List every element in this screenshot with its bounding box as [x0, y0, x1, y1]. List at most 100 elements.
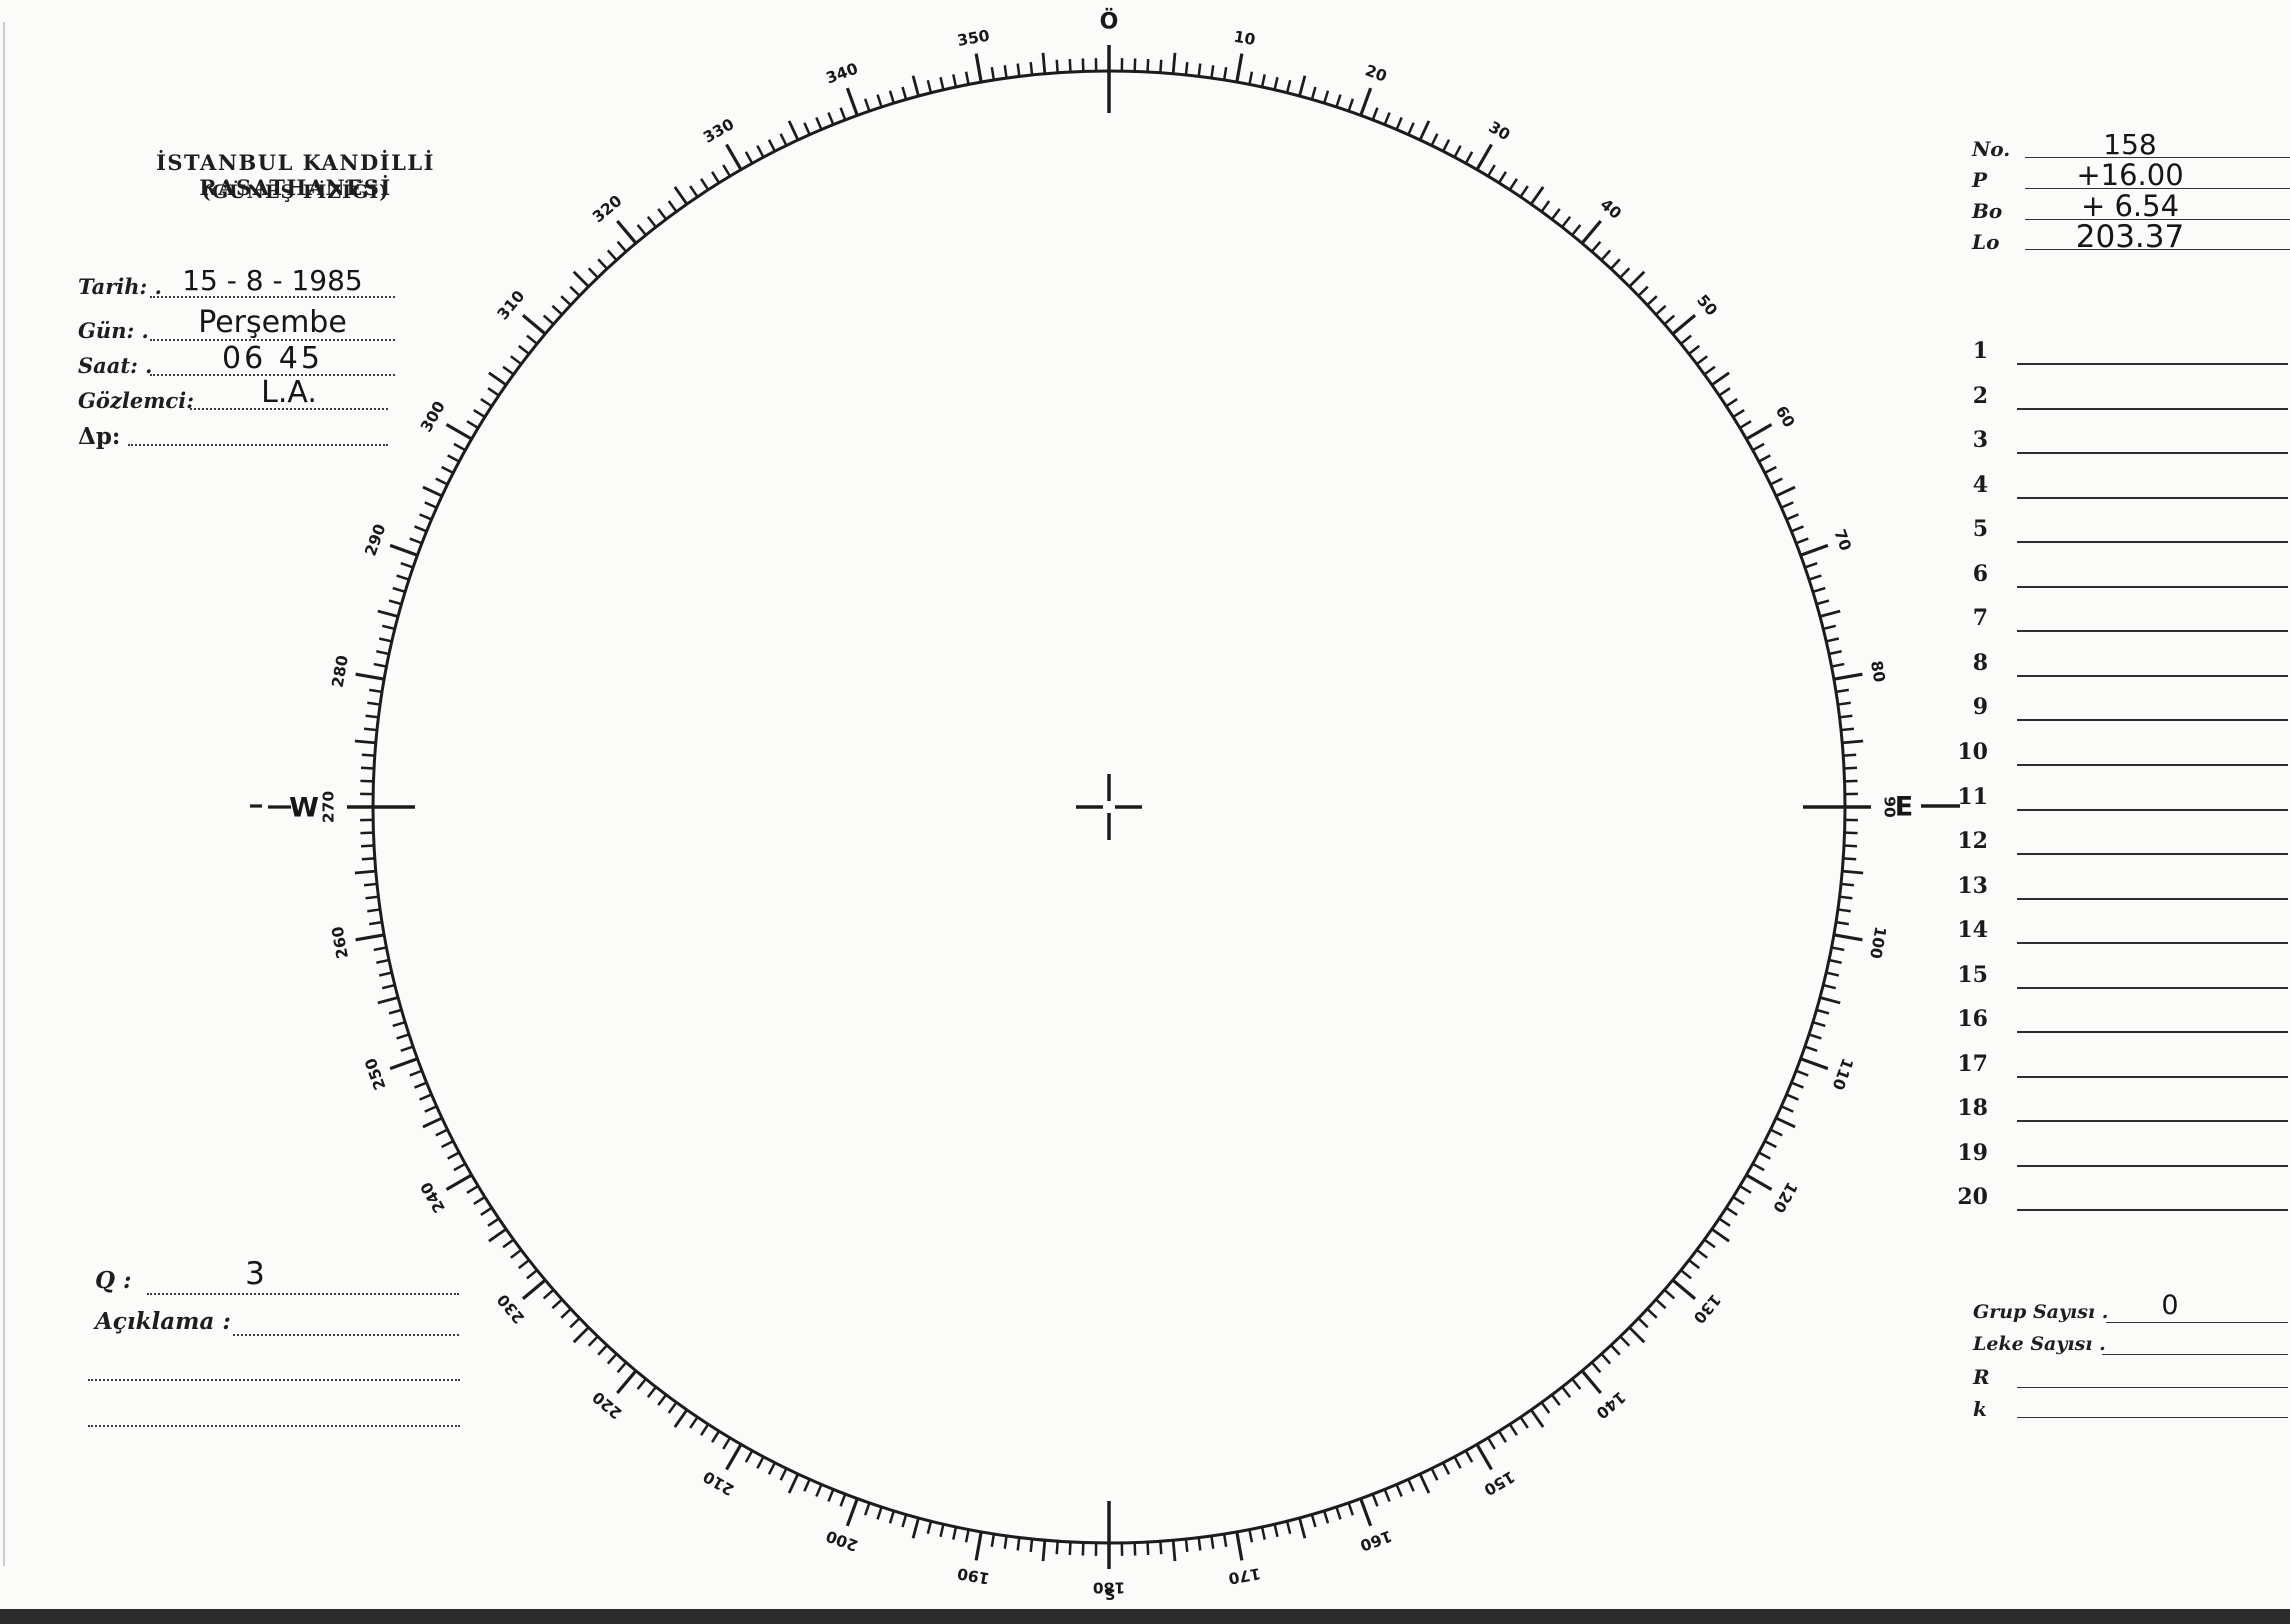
degree-tick-248: [414, 1081, 428, 1089]
degree-tick-307: [510, 355, 522, 366]
degree-tick-31: [1486, 164, 1496, 177]
degree-tick-171: [1222, 1533, 1228, 1547]
degree-label-260: 260: [329, 925, 352, 960]
degree-tick-155: [1418, 1473, 1431, 1494]
degree-tick-338: [827, 112, 835, 126]
degree-label-90: 90: [1881, 796, 1899, 818]
lo-label: Lo: [1972, 230, 2000, 254]
degree-tick-285: [377, 609, 399, 618]
degree-tick-10: [1235, 53, 1244, 83]
degree-tick-340: [845, 87, 859, 116]
gozlemci-value: L.A.: [261, 375, 317, 410]
degree-tick-131: [1663, 1288, 1676, 1300]
observatory-subtitle: (GÜNEŞ FİZİĞİ): [201, 181, 390, 203]
degree-tick-224: [587, 1335, 599, 1347]
degree-tick-107: [1812, 1020, 1826, 1028]
degree-tick-345: [911, 75, 920, 97]
degree-tick-146: [1519, 1416, 1529, 1429]
degree-tick-60: [1745, 423, 1773, 441]
degree-tick-281: [373, 662, 387, 668]
degree-tick-303: [480, 398, 493, 408]
degree-tick-202: [827, 1488, 835, 1502]
degree-tick-211: [722, 1437, 732, 1450]
r-label: R: [1973, 1365, 1990, 1389]
degree-tick-79: [1831, 662, 1845, 668]
degree-tick-355: [1041, 52, 1047, 74]
degree-tick-208: [756, 1456, 765, 1469]
degree-tick-188: [1003, 1535, 1008, 1549]
degree-tick-58: [1732, 409, 1745, 419]
south-label: S: [1105, 1585, 1116, 1603]
degree-tick-157: [1395, 1484, 1403, 1497]
degree-tick-218: [646, 1386, 657, 1398]
gun-rule: [150, 339, 395, 341]
degree-tick-101: [1831, 946, 1845, 952]
degree-tick-320: [616, 219, 638, 245]
degree-tick-288: [396, 574, 410, 581]
degree-tick-19: [1347, 98, 1355, 112]
degree-tick-139: [1590, 1361, 1602, 1374]
degree-tick-22: [1383, 112, 1391, 126]
degree-tick-201: [839, 1493, 847, 1507]
degree-tick-329: [722, 164, 732, 177]
degree-tick-237: [480, 1206, 493, 1216]
degree-tick-172: [1210, 1535, 1215, 1549]
degree-tick-231: [526, 1269, 538, 1280]
degree-tick-342: [876, 94, 883, 108]
aciklama-rule-2: [88, 1379, 460, 1381]
degree-tick-196: [901, 1514, 908, 1528]
degree-tick-118: [1758, 1151, 1771, 1160]
degree-tick-300: [445, 423, 473, 441]
degree-tick-130: [1671, 1278, 1697, 1300]
degree-tick-273: [360, 766, 375, 770]
degree-tick-72: [1808, 574, 1822, 581]
degree-tick-310: [521, 314, 547, 336]
degree-tick-93: [1843, 844, 1858, 848]
degree-label-280: 280: [329, 654, 352, 689]
degree-tick-110: [1800, 1057, 1829, 1071]
degree-tick-45: [1628, 270, 1646, 288]
degree-tick-279: [369, 688, 383, 694]
no-label: No.: [1972, 137, 2011, 161]
degree-tick-114: [1780, 1105, 1794, 1113]
q-rule: [147, 1293, 459, 1295]
degree-tick-106: [1816, 1008, 1830, 1015]
degree-tick-61: [1752, 442, 1765, 452]
bo-label: Bo: [1972, 199, 2003, 223]
degree-tick-113: [1786, 1093, 1799, 1101]
degree-tick-170: [1235, 1531, 1244, 1561]
bo-value: + 6.54: [2080, 189, 2180, 223]
degree-tick-147: [1508, 1423, 1518, 1436]
degree-tick-100: [1833, 933, 1863, 942]
degree-tick-151: [1464, 1450, 1474, 1463]
degree-tick-297: [441, 465, 454, 474]
degree-label-300: 300: [417, 398, 449, 435]
degree-tick-175: [1171, 1540, 1177, 1562]
degree-tick-18: [1335, 94, 1342, 108]
degree-tick-267: [360, 844, 375, 848]
degree-label-350: 350: [956, 27, 991, 50]
degree-tick-14: [1285, 79, 1292, 94]
degree-tick-241: [453, 1162, 466, 1172]
gozlemci-label: Gözlemci:: [78, 388, 194, 413]
degree-tick-123: [1725, 1206, 1738, 1216]
degree-tick-326: [689, 185, 699, 198]
degree-tick-316: [587, 267, 599, 279]
degree-tick-215: [673, 1409, 688, 1428]
degree-label-180: 180: [1093, 1579, 1126, 1597]
degree-tick-141: [1571, 1378, 1582, 1390]
degree-tick-127: [1696, 1248, 1708, 1259]
degree-tick-94: [1843, 857, 1857, 861]
q-label: Q :: [95, 1267, 132, 1294]
degree-tick-48: [1655, 304, 1667, 316]
degree-tick-85: [1842, 739, 1864, 745]
degree-tick-124: [1718, 1217, 1731, 1227]
degree-tick-193: [939, 1523, 945, 1538]
degree-tick-20: [1359, 87, 1373, 116]
degree-tick-327: [700, 178, 710, 191]
degree-tick-21: [1371, 107, 1379, 121]
leke-sayisi-label: Leke Sayısı .: [1973, 1333, 2106, 1355]
degree-tick-70: [1800, 543, 1829, 557]
degree-tick-137: [1610, 1344, 1621, 1356]
